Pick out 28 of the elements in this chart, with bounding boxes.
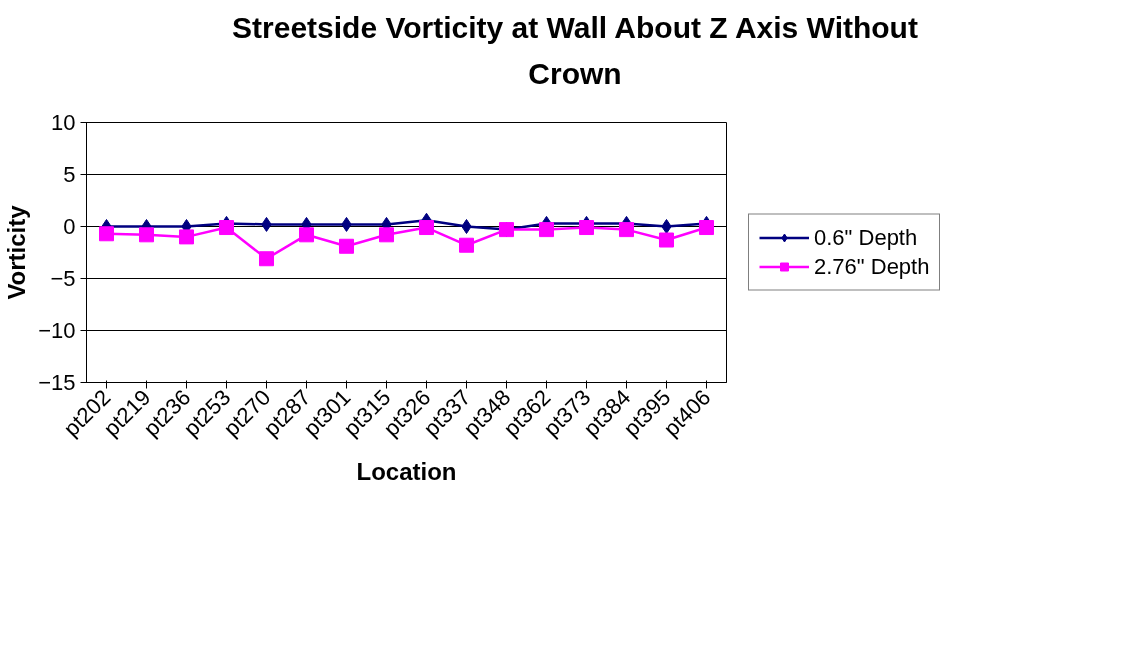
point <box>219 220 234 236</box>
y-tick-label: −5 <box>50 266 76 291</box>
point <box>179 229 194 245</box>
point <box>699 220 714 236</box>
x-axis-title: Location <box>356 458 457 486</box>
point <box>259 251 274 267</box>
point <box>579 220 594 236</box>
point <box>99 226 114 242</box>
y-tick-label: −15 <box>38 370 76 395</box>
point <box>299 227 314 243</box>
y-axis-title: Vorticity <box>3 204 31 300</box>
point <box>139 227 154 243</box>
y-tick-label: 5 <box>63 162 76 187</box>
point <box>461 219 472 234</box>
point <box>419 220 434 236</box>
point <box>379 227 394 243</box>
y-tick-label: 0 <box>63 214 76 239</box>
point <box>339 238 354 254</box>
y-tick-label: 10 <box>51 110 76 135</box>
legend-label: 2.76" Depth <box>814 253 930 280</box>
point <box>659 232 674 248</box>
point <box>661 219 672 234</box>
point <box>539 222 554 238</box>
point <box>619 222 634 238</box>
chart-title: Streetside Vorticity at Wall About Z Axis Without Crown <box>232 10 918 92</box>
legend-label: 0.6" Depth <box>814 224 918 251</box>
point <box>459 237 474 253</box>
y-tick-label: −10 <box>38 318 76 343</box>
